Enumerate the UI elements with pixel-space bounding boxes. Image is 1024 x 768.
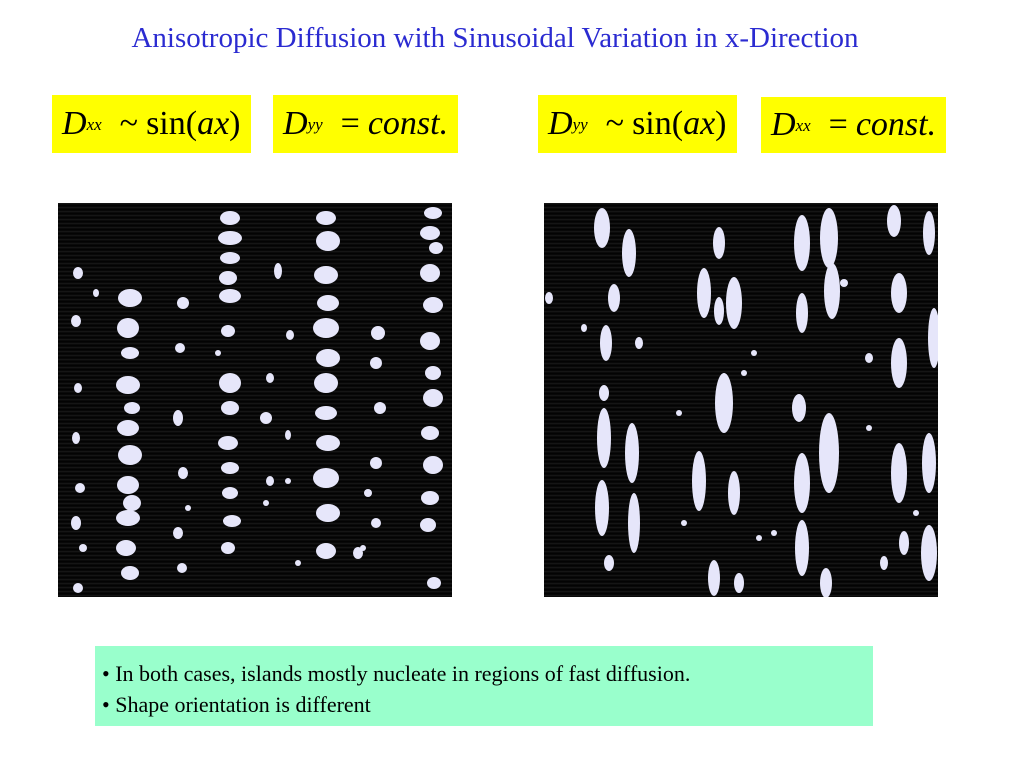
- eq-var: D: [771, 106, 796, 143]
- eq-rhs: const.: [367, 105, 449, 142]
- eq-function: sin: [146, 105, 186, 142]
- eq-rhs: const.: [855, 106, 937, 143]
- note-line-1: • In both cases, islands mostly nucleate…: [102, 661, 691, 686]
- eq-lparen: (: [671, 105, 684, 142]
- eq-var: D: [62, 105, 87, 142]
- simulation-image-right: [544, 203, 938, 597]
- eq-var: D: [283, 105, 308, 142]
- eq-operator: ~: [605, 105, 625, 142]
- eq-subscript: xx: [795, 115, 811, 135]
- eq-rparen: ): [229, 105, 241, 142]
- eq-function: sin: [632, 105, 672, 142]
- eq-operator: ~: [119, 105, 139, 142]
- eq-rparen: ): [715, 105, 727, 142]
- eq-lparen: (: [185, 105, 198, 142]
- eq-argument: ax: [683, 105, 716, 142]
- eq-subscript: yy: [572, 114, 588, 134]
- island-pattern-left: [71, 207, 443, 593]
- summary-note: • In both cases, islands mostly nucleate…: [95, 646, 873, 726]
- eq-operator: =: [828, 106, 848, 143]
- island-pattern-right: [545, 205, 938, 597]
- eq-operator: =: [340, 105, 360, 142]
- eq-var: D: [548, 105, 573, 142]
- simulation-image-left: [58, 203, 452, 597]
- slide-title: Anisotropic Diffusion with Sinusoidal Va…: [131, 22, 859, 54]
- eq-subscript: xx: [86, 114, 102, 134]
- note-line-2: • Shape orientation is different: [102, 692, 371, 717]
- eq-subscript: yy: [307, 114, 323, 134]
- eq-argument: ax: [197, 105, 230, 142]
